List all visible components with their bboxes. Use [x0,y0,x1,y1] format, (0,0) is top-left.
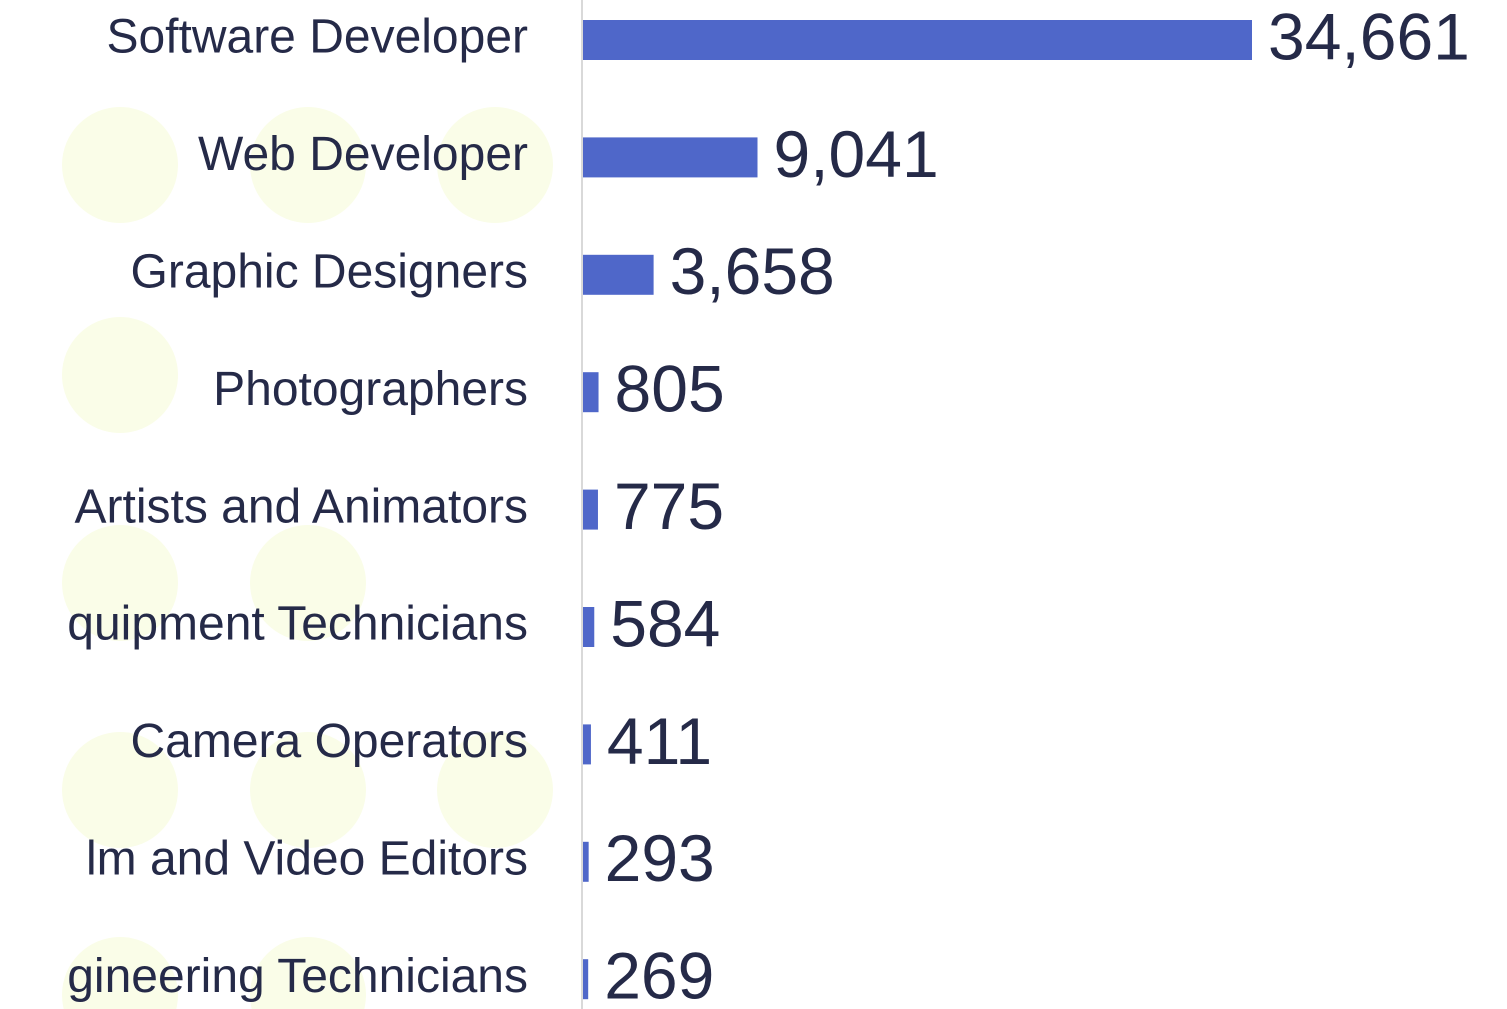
bar [583,372,599,413]
background-dots [62,107,553,1009]
value-label: 584 [610,586,720,660]
value-label: 293 [605,821,715,895]
bar [583,137,758,178]
value-label: 805 [615,352,725,426]
value-label: 34,661 [1268,0,1470,73]
bar [583,254,654,295]
bar [583,489,598,530]
category-label: lm and Video Editors [86,832,528,885]
category-label: quipment Technicians [67,598,528,651]
value-label: 775 [614,469,724,543]
value-label: 269 [604,939,714,1009]
category-label: Photographers [213,363,528,416]
category-label: Artists and Animators [74,480,528,533]
category-label: Software Developer [106,11,528,64]
bar [583,724,591,765]
value-label: 9,041 [774,117,939,191]
category-label: Camera Operators [131,715,528,768]
category-label: Graphic Designers [131,245,529,298]
bar [583,607,595,647]
category-label: Web Developer [198,128,528,181]
bar [583,20,1252,60]
bar [583,959,589,1000]
bar [583,841,589,882]
category-label: gineering Technicians [67,950,528,1003]
value-label: 3,658 [670,234,835,308]
value-label: 411 [607,704,712,778]
